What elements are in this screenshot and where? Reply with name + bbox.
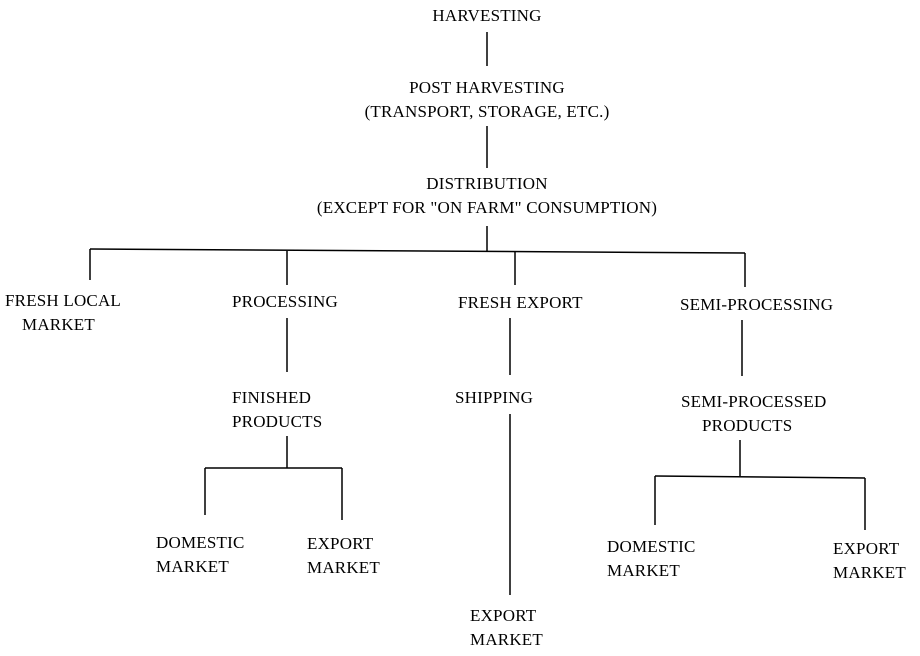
node-label: DISTRIBUTION <box>426 174 548 193</box>
node-semi-processed-products: SEMI-PROCESSED PRODUCTS <box>681 390 826 438</box>
node-sublabel: (EXCEPT FOR "ON FARM" CONSUMPTION) <box>316 198 658 217</box>
node-label: EXPORT <box>470 606 537 625</box>
node-shipping-export-market: EXPORT MARKET <box>470 604 543 652</box>
node-label: DOMESTIC <box>156 533 245 552</box>
node-finished-products: FINISHED PRODUCTS <box>232 386 322 434</box>
node-semi-processing: SEMI-PROCESSING <box>680 295 834 314</box>
node-label: SEMI-PROCESSED <box>681 392 827 411</box>
node-semi-domestic-market: DOMESTIC MARKET <box>607 535 696 583</box>
node-label: MARKET <box>470 630 543 649</box>
node-label: PRODUCTS <box>702 416 793 435</box>
node-label: EXPORT <box>833 539 900 558</box>
node-label: MARKET <box>22 315 95 334</box>
node-label: DOMESTIC <box>607 537 696 556</box>
node-processed-export-market: EXPORT MARKET <box>307 532 380 580</box>
node-label: POST HARVESTING <box>409 78 565 97</box>
node-semi-export-market: EXPORT MARKET <box>833 537 906 585</box>
node-label: FINISHED <box>232 388 312 407</box>
node-label: EXPORT <box>307 534 374 553</box>
node-post-harvesting: POST HARVESTING (TRANSPORT, STORAGE, ETC… <box>365 76 610 124</box>
node-processed-domestic-market: DOMESTIC MARKET <box>156 531 245 579</box>
node-fresh-export: FRESH EXPORT <box>458 293 583 312</box>
node-distribution: DISTRIBUTION (EXCEPT FOR "ON FARM" CONSU… <box>317 172 657 220</box>
connector <box>654 475 866 479</box>
node-label: MARKET <box>156 557 229 576</box>
node-shipping: SHIPPING <box>455 388 534 407</box>
node-label: MARKET <box>607 561 680 580</box>
node-fresh-local-market: FRESH LOCAL MARKET <box>5 289 121 337</box>
node-processing: PROCESSING <box>232 292 338 311</box>
connector <box>89 248 746 254</box>
node-label: FRESH LOCAL <box>5 291 122 310</box>
node-harvesting: HARVESTING <box>432 6 542 25</box>
node-sublabel: (TRANSPORT, STORAGE, ETC.) <box>364 102 610 121</box>
node-label: PRODUCTS <box>232 412 323 431</box>
node-label: MARKET <box>307 558 380 577</box>
node-label: MARKET <box>833 563 906 582</box>
